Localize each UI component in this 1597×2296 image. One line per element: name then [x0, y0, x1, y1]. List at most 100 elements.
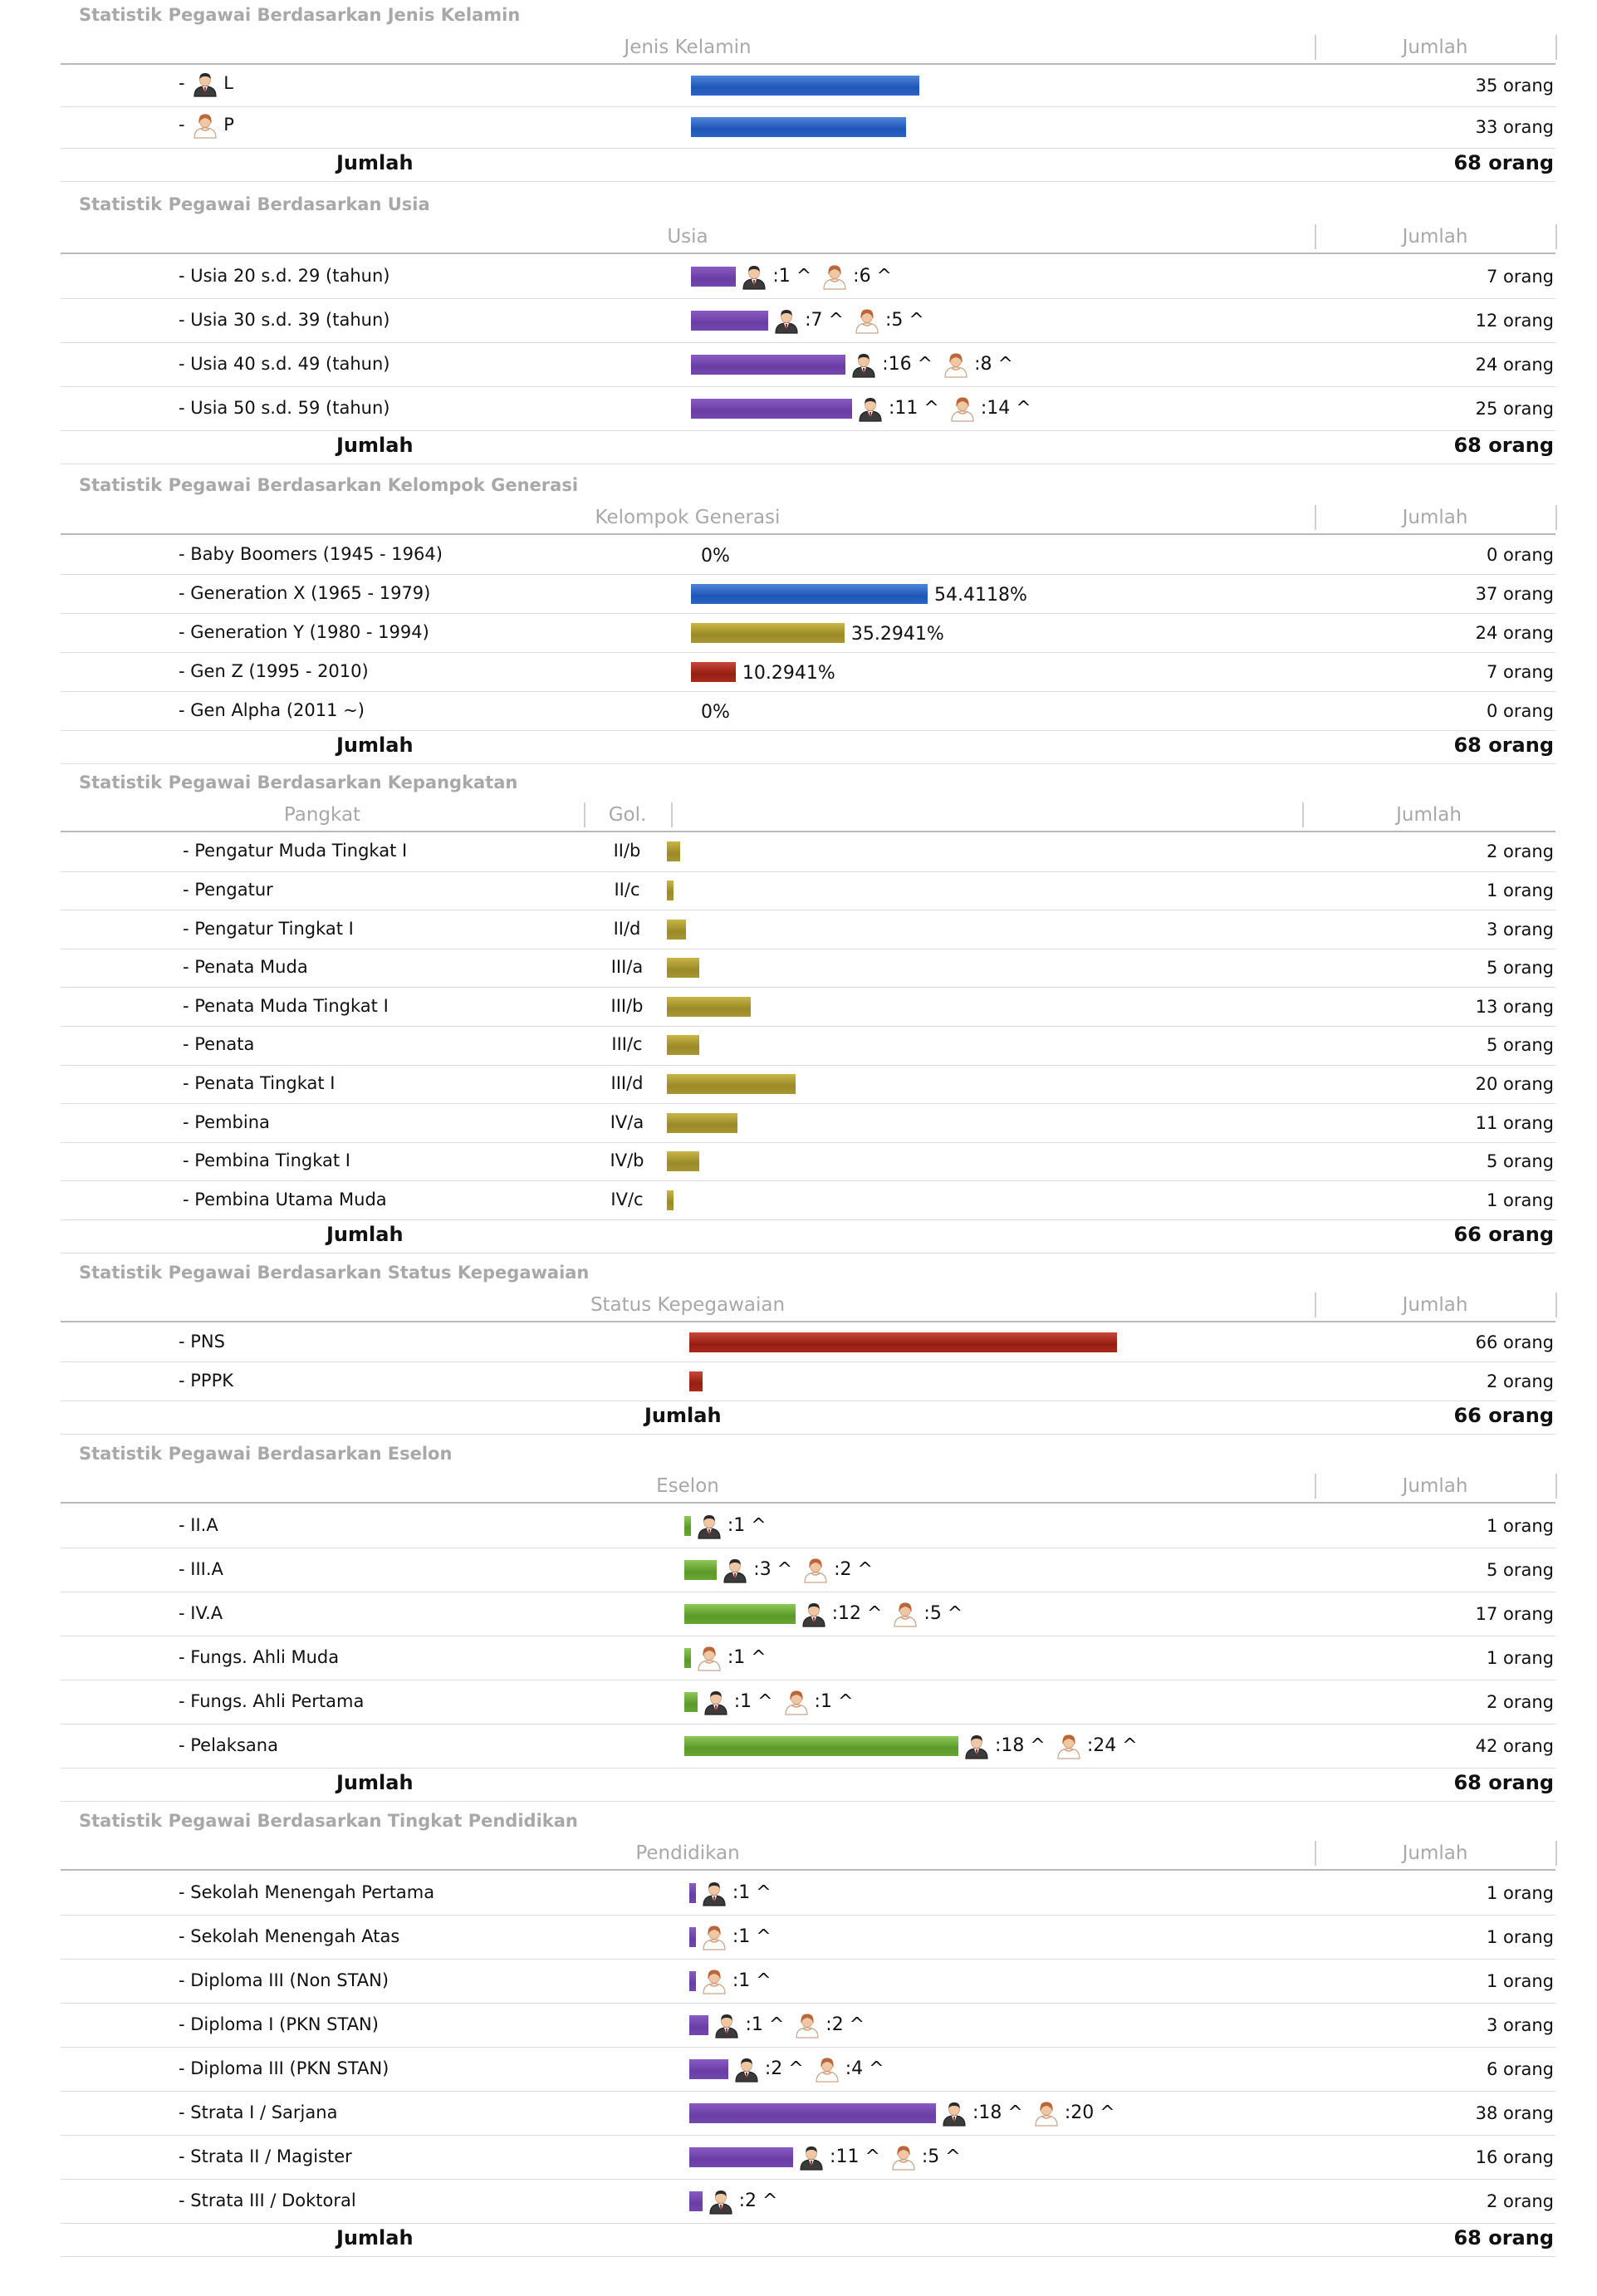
education-row-count: 6 orang — [1486, 2058, 1554, 2079]
female-user-icon — [892, 2145, 915, 2171]
male-user-icon — [801, 1602, 825, 1627]
male-user-icon — [194, 73, 217, 97]
eselon-total-divider — [61, 1801, 1555, 1802]
rank-golongan: II/d — [613, 918, 641, 939]
education-row-count: 1 orang — [1486, 1970, 1554, 1991]
eselon-bar — [684, 1691, 698, 1712]
female-user-icon — [816, 2057, 839, 2083]
education-row-divider — [61, 2003, 1555, 2004]
rank-bar — [667, 880, 674, 900]
age-gender-breakdown: :1 ^:6 ^ — [741, 262, 902, 291]
eselon-bar — [684, 1647, 691, 1668]
eselon-row-label: - IV.A — [179, 1602, 223, 1623]
rank-row-divider — [61, 1219, 1555, 1220]
age-row-divider — [61, 342, 1555, 343]
generation-header-main: Kelompok Generasi — [595, 507, 781, 528]
status-bar — [689, 1332, 1117, 1352]
generation-percentage: 35.2941% — [850, 623, 944, 645]
education-bar — [689, 1926, 696, 1947]
female-count: :8 ^ — [974, 354, 1013, 375]
generation-row-divider — [61, 691, 1555, 692]
education-row-divider — [61, 1915, 1555, 1916]
header-separator — [1555, 1293, 1557, 1317]
age-bar — [691, 310, 769, 331]
age-row-divider — [61, 386, 1555, 387]
male-user-icon — [859, 397, 882, 422]
male-count: :11 ^ — [889, 398, 939, 419]
male-count: :2 ^ — [764, 2058, 804, 2079]
rank-row-count: 2 orang — [1486, 841, 1554, 862]
female-count: :2 ^ — [825, 2014, 865, 2035]
education-row-divider — [61, 2047, 1555, 2048]
female-user-icon — [703, 1969, 726, 1994]
female-user-icon — [855, 308, 879, 334]
header-separator — [1555, 1841, 1557, 1866]
education-bar — [689, 2058, 728, 2079]
education-row-divider — [61, 1959, 1555, 1960]
rank-golongan: IV/c — [610, 1189, 644, 1209]
rank-golongan: III/a — [610, 957, 644, 978]
age-gender-breakdown: :7 ^:5 ^ — [773, 307, 934, 335]
male-count: :1 ^ — [732, 1882, 772, 1903]
gender-bar — [691, 117, 907, 137]
generation-header-rule — [61, 533, 1555, 535]
header-separator — [1315, 35, 1316, 60]
status-row-count: 66 orang — [1475, 1332, 1554, 1352]
education-row-count: 1 orang — [1486, 1882, 1554, 1903]
header-separator — [1555, 224, 1557, 249]
male-count: :16 ^ — [882, 354, 933, 375]
rank-golongan: II/b — [613, 841, 641, 861]
age-row-divider — [61, 298, 1555, 299]
female-user-icon — [823, 264, 846, 290]
male-count: :18 ^ — [972, 2102, 1023, 2123]
header-separator — [1315, 224, 1316, 249]
eselon-row-label: - Fungs. Ahli Muda — [179, 1646, 340, 1667]
generation-total-divider — [61, 763, 1555, 764]
education-header-jumlah: Jumlah — [1402, 1842, 1468, 1864]
generation-header-jumlah: Jumlah — [1402, 507, 1468, 528]
female-count: :1 ^ — [814, 1691, 854, 1712]
rank-header-pangkat: Pangkat — [283, 804, 361, 826]
education-bar — [689, 2014, 709, 2035]
header-separator — [1315, 1293, 1316, 1317]
eselon-row-count: 2 orang — [1486, 1691, 1554, 1712]
male-count: :1 ^ — [727, 1515, 767, 1536]
age-total-count: 68 orang — [1453, 434, 1554, 457]
header-separator — [1315, 505, 1316, 530]
education-bar — [689, 2191, 703, 2211]
rank-row-count: 1 orang — [1486, 1190, 1554, 1210]
male-user-icon — [723, 1558, 747, 1583]
rank-row-divider — [61, 1064, 1555, 1066]
education-gender-breakdown: :2 ^ — [708, 2187, 788, 2215]
eselon-row-count: 1 orang — [1486, 1515, 1554, 1536]
generation-row-label: - Baby Boomers (1945 - 1964) — [179, 543, 443, 564]
status-header-main: Status Kepegawaian — [590, 1294, 786, 1316]
rank-row-count: 5 orang — [1486, 1151, 1554, 1172]
rank-row-label: - Pembina Utama Muda — [183, 1189, 387, 1209]
education-row-label: - Strata III / Doktoral — [179, 2190, 356, 2210]
male-user-icon — [943, 2102, 966, 2127]
female-count: :4 ^ — [845, 2058, 884, 2079]
generation-percentage: 0% — [701, 545, 730, 567]
generation-row-label: - Generation X (1965 - 1979) — [179, 582, 431, 603]
rank-row-divider — [61, 1180, 1555, 1182]
rank-row-divider — [61, 871, 1555, 872]
education-total-label: Jumlah — [336, 2226, 414, 2249]
male-count: :3 ^ — [753, 1559, 793, 1580]
female-count: :24 ^ — [1086, 1735, 1138, 1756]
eselon-header-jumlah: Jumlah — [1402, 1475, 1468, 1497]
female-user-icon — [894, 1602, 918, 1627]
header-separator — [1315, 1474, 1316, 1499]
age-section-title: Statistik Pegawai Berdasarkan Usia — [79, 194, 430, 214]
gender-header-jumlah: Jumlah — [1402, 37, 1468, 58]
female-count: :6 ^ — [853, 266, 892, 287]
generation-bar — [691, 622, 845, 643]
status-header-jumlah: Jumlah — [1402, 1294, 1468, 1316]
generation-row-count: 0 orang — [1486, 700, 1554, 721]
education-row-count: 3 orang — [1486, 2014, 1554, 2035]
generation-row-count: 37 orang — [1475, 583, 1554, 604]
education-bar — [689, 1970, 696, 1991]
generation-row-label: - Gen Alpha (2011 ~) — [179, 699, 365, 720]
status-row-count: 2 orang — [1486, 1371, 1554, 1391]
rank-header-jumlah: Jumlah — [1396, 804, 1462, 826]
